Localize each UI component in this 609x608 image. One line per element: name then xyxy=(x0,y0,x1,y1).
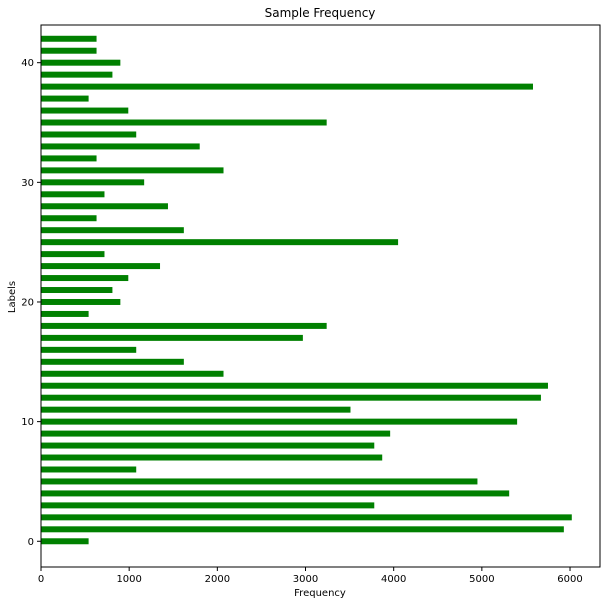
bar-31 xyxy=(41,167,224,174)
bar-2 xyxy=(41,514,572,521)
bar-26 xyxy=(41,227,184,234)
bar-12 xyxy=(41,394,541,401)
y-tick-label-40: 40 xyxy=(21,58,34,69)
bar-8 xyxy=(41,442,375,449)
bar-27 xyxy=(41,215,97,222)
bar-17 xyxy=(41,334,303,341)
bar-20 xyxy=(41,298,121,305)
bar-38 xyxy=(41,83,533,90)
x-tick-label-6000: 6000 xyxy=(557,574,582,585)
bar-15 xyxy=(41,358,184,365)
bar-41 xyxy=(41,47,97,54)
bar-32 xyxy=(41,155,97,162)
bar-18 xyxy=(41,322,327,329)
x-tick-label-0: 0 xyxy=(38,574,44,585)
bar-0 xyxy=(41,538,89,545)
x-tick-label-3000: 3000 xyxy=(293,574,318,585)
bar-13 xyxy=(41,382,548,389)
x-tick-label-1000: 1000 xyxy=(116,574,141,585)
bar-37 xyxy=(41,95,89,102)
y-tick-label-20: 20 xyxy=(21,297,34,308)
x-tick-label-2000: 2000 xyxy=(205,574,230,585)
y-tick-label-30: 30 xyxy=(21,178,34,189)
bar-1 xyxy=(41,526,564,533)
bar-3 xyxy=(41,502,375,509)
bar-23 xyxy=(41,263,161,270)
bar-30 xyxy=(41,179,145,186)
bar-16 xyxy=(41,346,137,353)
x-tick-label-5000: 5000 xyxy=(469,574,494,585)
bar-29 xyxy=(41,191,105,198)
bars-layer xyxy=(41,35,572,545)
bar-5 xyxy=(41,478,478,485)
y-tick-label-0: 0 xyxy=(28,537,34,548)
x-tick-label-4000: 4000 xyxy=(381,574,406,585)
bar-11 xyxy=(41,406,351,413)
chart-title: Sample Frequency xyxy=(265,6,376,20)
axes-layer: 0 1000 2000 3000 4000 5000 6000 0 10 20 30 40 xyxy=(21,24,601,585)
bar-42 xyxy=(41,35,97,42)
bar-7 xyxy=(41,454,383,461)
bar-34 xyxy=(41,131,137,138)
bar-9 xyxy=(41,430,391,437)
bar-6 xyxy=(41,466,137,473)
bar-14 xyxy=(41,370,224,377)
y-axis-label: Labels xyxy=(7,281,18,313)
bar-24 xyxy=(41,251,105,258)
x-axis-label: Frequency xyxy=(294,588,346,599)
plot-frame xyxy=(40,24,601,568)
bar-25 xyxy=(41,239,399,246)
bar-22 xyxy=(41,275,129,282)
bar-10 xyxy=(41,418,518,425)
y-tick-label-10: 10 xyxy=(21,417,34,428)
bar-33 xyxy=(41,143,200,150)
bar-35 xyxy=(41,119,327,126)
bar-21 xyxy=(41,287,113,294)
bar-4 xyxy=(41,490,510,497)
bar-39 xyxy=(41,71,113,78)
bar-40 xyxy=(41,59,121,66)
bar-28 xyxy=(41,203,168,210)
bar-19 xyxy=(41,310,89,317)
bar-36 xyxy=(41,107,129,114)
